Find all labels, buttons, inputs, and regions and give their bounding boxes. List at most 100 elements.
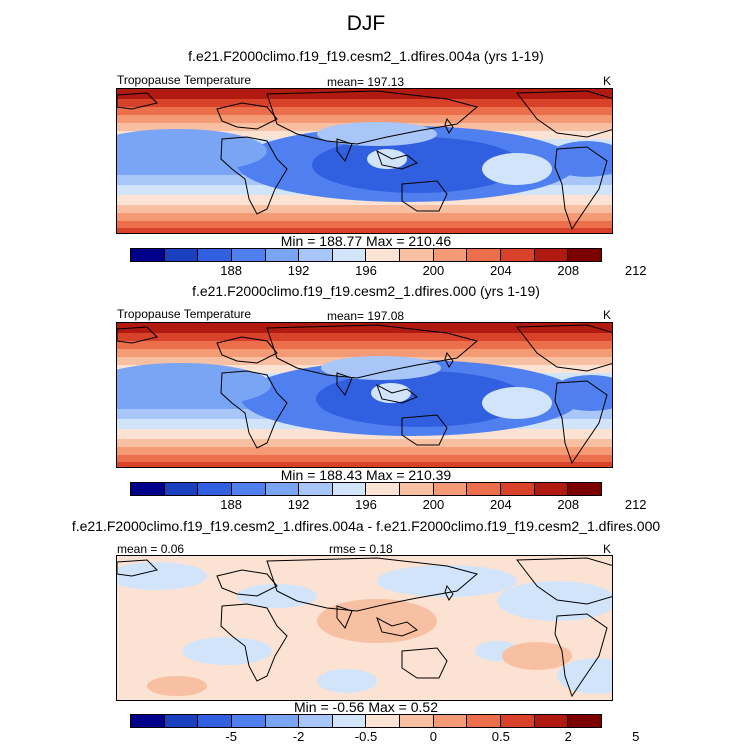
panel-3-rmse-label: rmse = 0.18 <box>329 542 393 556</box>
colorbar-tick-label: 0 <box>429 729 438 744</box>
panel-2-units-label: K <box>603 308 612 322</box>
coastline <box>220 603 288 682</box>
field-band <box>117 213 612 221</box>
colorbar-tick-label: 192 <box>287 497 310 512</box>
colorbar-swatch <box>568 249 601 261</box>
panel-2-variable-label: Tropopause Temperature <box>117 307 252 321</box>
coastline <box>444 584 454 601</box>
coastline <box>220 136 288 215</box>
coastline <box>554 146 608 231</box>
colorbar-swatch <box>231 715 266 727</box>
coastline <box>216 569 278 597</box>
field-band <box>117 221 612 228</box>
field-band <box>117 107 612 115</box>
colorbar-swatch <box>231 483 266 495</box>
colorbar-swatch <box>501 483 535 495</box>
panel-3-coastlines <box>117 557 612 698</box>
coastline <box>516 90 612 138</box>
field-contour <box>482 153 552 185</box>
coastline <box>554 380 608 465</box>
colorbar-tick-label: 2 <box>564 729 572 744</box>
colorbar-swatch <box>131 249 165 261</box>
colorbar-swatch <box>433 483 468 495</box>
panel-1-map <box>116 88 613 234</box>
panel-3-title: f.e21.F2000climo.f19_f19.cesm2_1.dfires.… <box>71 518 661 534</box>
panel-3-units-label: K <box>603 542 612 556</box>
panel-2-colorbar-ticks: 188 192 196 200 204 208 212 <box>130 497 646 515</box>
field-contour <box>182 637 272 665</box>
panel-2-minmax: Min = 188.43 Max = 210.39 <box>280 467 452 483</box>
colorbar-tick-label: 200 <box>422 497 445 512</box>
panel-3-map-svg <box>117 556 612 700</box>
field-band <box>117 99 612 107</box>
colorbar-swatch <box>366 483 401 495</box>
colorbar-swatch <box>332 715 367 727</box>
colorbar-tick-label: -0.5 <box>354 729 378 744</box>
panel-1-mean-label: mean= 197.13 <box>327 75 405 89</box>
colorbar-tick-label: 200 <box>422 263 445 278</box>
colorbar-tick-label: -5 <box>225 729 237 744</box>
panel-1-colorbar <box>130 248 602 262</box>
colorbar-swatch <box>568 715 601 727</box>
colorbar-swatch <box>332 249 367 261</box>
field-contour <box>317 122 437 146</box>
field-contour <box>312 137 522 193</box>
field-contour <box>551 375 612 411</box>
field-band <box>117 228 612 233</box>
colorbar-tick-label: 196 <box>355 497 377 512</box>
coastline <box>401 647 448 679</box>
panel-2-map <box>116 322 613 468</box>
colorbar-swatch <box>198 249 232 261</box>
coastline <box>117 92 158 110</box>
field-contour <box>317 599 437 643</box>
field-contour <box>367 149 407 169</box>
colorbar-swatch <box>299 715 333 727</box>
field-band <box>117 439 612 447</box>
field-contour <box>547 141 612 177</box>
colorbar-tick-label: 204 <box>489 263 512 278</box>
coastline <box>376 149 418 170</box>
colorbar-swatch <box>299 483 333 495</box>
colorbar-tick-label: 204 <box>489 497 512 512</box>
colorbar-swatch <box>164 483 199 495</box>
field-contour <box>316 371 526 427</box>
colorbar-swatch <box>164 715 199 727</box>
coastline <box>376 383 418 404</box>
colorbar-swatch <box>400 483 434 495</box>
field-contour <box>497 581 612 621</box>
colorbar-swatch <box>366 715 401 727</box>
panel-3-colorbar-ticks: -5 -2 -0.5 0 0.5 2 5 <box>130 729 639 747</box>
field-band <box>117 447 612 455</box>
colorbar-swatch <box>568 483 601 495</box>
colorbar-swatch <box>265 249 300 261</box>
panel-1-units-label: K <box>603 74 612 88</box>
coastline <box>117 559 158 577</box>
coastline <box>216 336 278 364</box>
colorbar-swatch <box>534 483 569 495</box>
field-contour <box>321 356 441 380</box>
field-band <box>117 349 612 357</box>
coastline <box>117 326 158 344</box>
colorbar-swatch <box>131 715 165 727</box>
colorbar-tick-label: 208 <box>557 263 580 278</box>
colorbar-tick-label: 188 <box>220 263 242 278</box>
colorbar-swatch <box>501 249 535 261</box>
coastline <box>336 605 353 629</box>
coastline <box>401 180 448 212</box>
field-band <box>117 341 612 349</box>
field-contour <box>117 363 271 407</box>
colorbar-swatch <box>231 249 266 261</box>
field-contour <box>237 584 317 608</box>
panel-2-mean-label: mean= 197.08 <box>327 309 405 323</box>
coastline <box>216 102 278 130</box>
panel-3-mean-label: mean = 0.06 <box>117 542 185 556</box>
panel-3-minmax: Min = -0.56 Max = 0.52 <box>294 699 438 715</box>
colorbar-swatch <box>467 249 502 261</box>
field-band <box>117 89 612 99</box>
colorbar-swatch <box>198 483 232 495</box>
coastline <box>376 616 418 637</box>
colorbar-swatch <box>299 249 333 261</box>
colorbar-tick-label: -2 <box>292 729 305 744</box>
field-contour <box>147 676 207 696</box>
colorbar-swatch <box>164 249 199 261</box>
